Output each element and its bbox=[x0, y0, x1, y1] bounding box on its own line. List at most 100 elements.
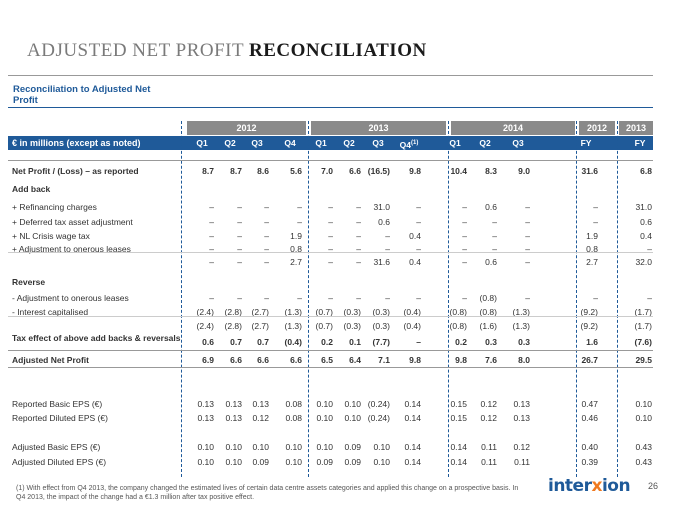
table-cell: 9.8 bbox=[455, 355, 467, 365]
table-cell: 0.09 bbox=[252, 457, 269, 467]
table-cell: 0.10 bbox=[197, 457, 214, 467]
table-cell: 0.14 bbox=[404, 442, 421, 452]
table-cell: (1.3) bbox=[512, 307, 530, 317]
table-cell: – bbox=[462, 217, 467, 227]
table-cell: – bbox=[525, 257, 530, 267]
row-divider bbox=[8, 252, 653, 253]
table-cell: – bbox=[462, 244, 467, 254]
table-cell: 0.7 bbox=[230, 337, 242, 347]
table-cell: 0.10 bbox=[344, 413, 361, 423]
table-cell: – bbox=[237, 217, 242, 227]
table-cell: – bbox=[264, 231, 269, 241]
table-cell: – bbox=[328, 202, 333, 212]
table-cell: (0.3) bbox=[343, 307, 361, 317]
table-cell: (0.4) bbox=[403, 307, 421, 317]
table-cell: (16.5) bbox=[367, 166, 390, 176]
table-cell: (2.4) bbox=[196, 321, 214, 331]
year-header-4: 2013 bbox=[619, 121, 653, 135]
column-header-text: Q2 bbox=[343, 138, 355, 148]
row-label: Adjusted Net Profit bbox=[12, 355, 89, 365]
subtitle-divider bbox=[8, 107, 653, 108]
table-cell: – bbox=[593, 202, 598, 212]
table-cell: – bbox=[462, 293, 467, 303]
table-cell: 0.10 bbox=[225, 442, 242, 452]
table-cell: 0.13 bbox=[225, 413, 242, 423]
table-cell: – bbox=[416, 202, 421, 212]
table-cell: 1.9 bbox=[586, 231, 598, 241]
table-cell: – bbox=[492, 217, 497, 227]
table-cell: 0.14 bbox=[404, 399, 421, 409]
table-cell: 0.08 bbox=[285, 399, 302, 409]
table-cell: – bbox=[297, 293, 302, 303]
table-cell: 0.40 bbox=[581, 442, 598, 452]
table-cell: 0.13 bbox=[197, 399, 214, 409]
table-cell: 6.6 bbox=[230, 355, 242, 365]
logo-text-accent: x bbox=[591, 476, 602, 496]
column-header-12: FY bbox=[626, 136, 654, 150]
table-cell: – bbox=[209, 231, 214, 241]
table-cell: 0.6 bbox=[202, 337, 214, 347]
column-header-6: Q3 bbox=[364, 136, 392, 150]
table-cell: (1.7) bbox=[634, 321, 652, 331]
table-cell: (0.7) bbox=[315, 307, 333, 317]
table-cell: 0.3 bbox=[518, 337, 530, 347]
column-separator bbox=[308, 121, 309, 477]
table-row: – – – 2.7 – – 31.6 0.4 – 0.6 – 2.7 32.0 bbox=[0, 256, 680, 270]
table-row: + Adjustment to onerous leases – – – 0.8 – – – –… bbox=[0, 243, 680, 257]
table-cell: – bbox=[593, 293, 598, 303]
table-row: Adjusted Basic EPS (€) 0.10 0.10 0.10 0.10 0.… bbox=[0, 441, 680, 455]
table-cell: – bbox=[328, 257, 333, 267]
table-row: (2.4) (2.8) (2.7) (1.3) (0.7) (0.3) (0.3) (0.4)… bbox=[0, 320, 680, 334]
row-label: + Refinancing charges bbox=[12, 202, 97, 212]
table-cell: – bbox=[356, 257, 361, 267]
table-cell: – bbox=[328, 217, 333, 227]
table-cell: 8.7 bbox=[202, 166, 214, 176]
column-separator bbox=[617, 121, 618, 477]
table-cell: 7.1 bbox=[378, 355, 390, 365]
units-label: € in millions (except as noted) bbox=[12, 138, 141, 148]
row-label: + Adjustment to onerous leases bbox=[12, 244, 131, 254]
table-cell: 0.13 bbox=[197, 413, 214, 423]
column-header-text: Q4 bbox=[399, 139, 411, 150]
table-row: + Deferred tax asset adjustment – – – – – – 0.6… bbox=[0, 216, 680, 230]
column-header-text: Q3 bbox=[251, 138, 263, 148]
table-cell: – bbox=[237, 257, 242, 267]
table-cell: (2.7) bbox=[251, 307, 269, 317]
table-cell: 0.10 bbox=[225, 457, 242, 467]
row-label: Adjusted Basic EPS (€) bbox=[12, 442, 101, 452]
table-cell: 1.9 bbox=[290, 231, 302, 241]
table-cell: (0.3) bbox=[343, 321, 361, 331]
table-cell: – bbox=[264, 244, 269, 254]
table-cell: – bbox=[525, 202, 530, 212]
table-cell: – bbox=[328, 231, 333, 241]
table-cell: 0.10 bbox=[635, 399, 652, 409]
table-cell: 0.14 bbox=[404, 413, 421, 423]
row-label: - Interest capitalised bbox=[12, 307, 89, 317]
table-cell: 0.10 bbox=[316, 399, 333, 409]
table-cell: – bbox=[462, 231, 467, 241]
table-row: - Adjustment to onerous leases – – – – – – – – – (… bbox=[0, 292, 680, 306]
table-cell: 0.14 bbox=[450, 457, 467, 467]
table-cell: – bbox=[525, 231, 530, 241]
table-cell: – bbox=[237, 202, 242, 212]
table-cell: 0.14 bbox=[404, 457, 421, 467]
row-divider bbox=[8, 316, 653, 317]
page-number: 26 bbox=[648, 481, 659, 491]
table-row: Tax effect of above add backs & reversal… bbox=[0, 333, 680, 350]
table-cell: 0.09 bbox=[344, 457, 361, 467]
column-header-8: Q1 bbox=[441, 136, 469, 150]
row-label: - Adjustment to onerous leases bbox=[12, 293, 129, 303]
table-cell: 31.0 bbox=[373, 202, 390, 212]
table-cell: (7.7) bbox=[372, 337, 390, 347]
table-cell: 8.6 bbox=[257, 166, 269, 176]
table-cell: 2.7 bbox=[586, 257, 598, 267]
table-cell: – bbox=[209, 257, 214, 267]
table-cell: – bbox=[209, 244, 214, 254]
column-separator bbox=[181, 121, 182, 477]
page-title: ADJUSTED NET PROFIT RECONCILIATION bbox=[27, 40, 427, 62]
table-cell: 0.11 bbox=[514, 457, 530, 467]
table-cell: 7.0 bbox=[321, 166, 333, 176]
table-cell: 0.14 bbox=[450, 442, 467, 452]
table-cell: 0.10 bbox=[635, 413, 652, 423]
table-cell: 0.10 bbox=[252, 442, 269, 452]
